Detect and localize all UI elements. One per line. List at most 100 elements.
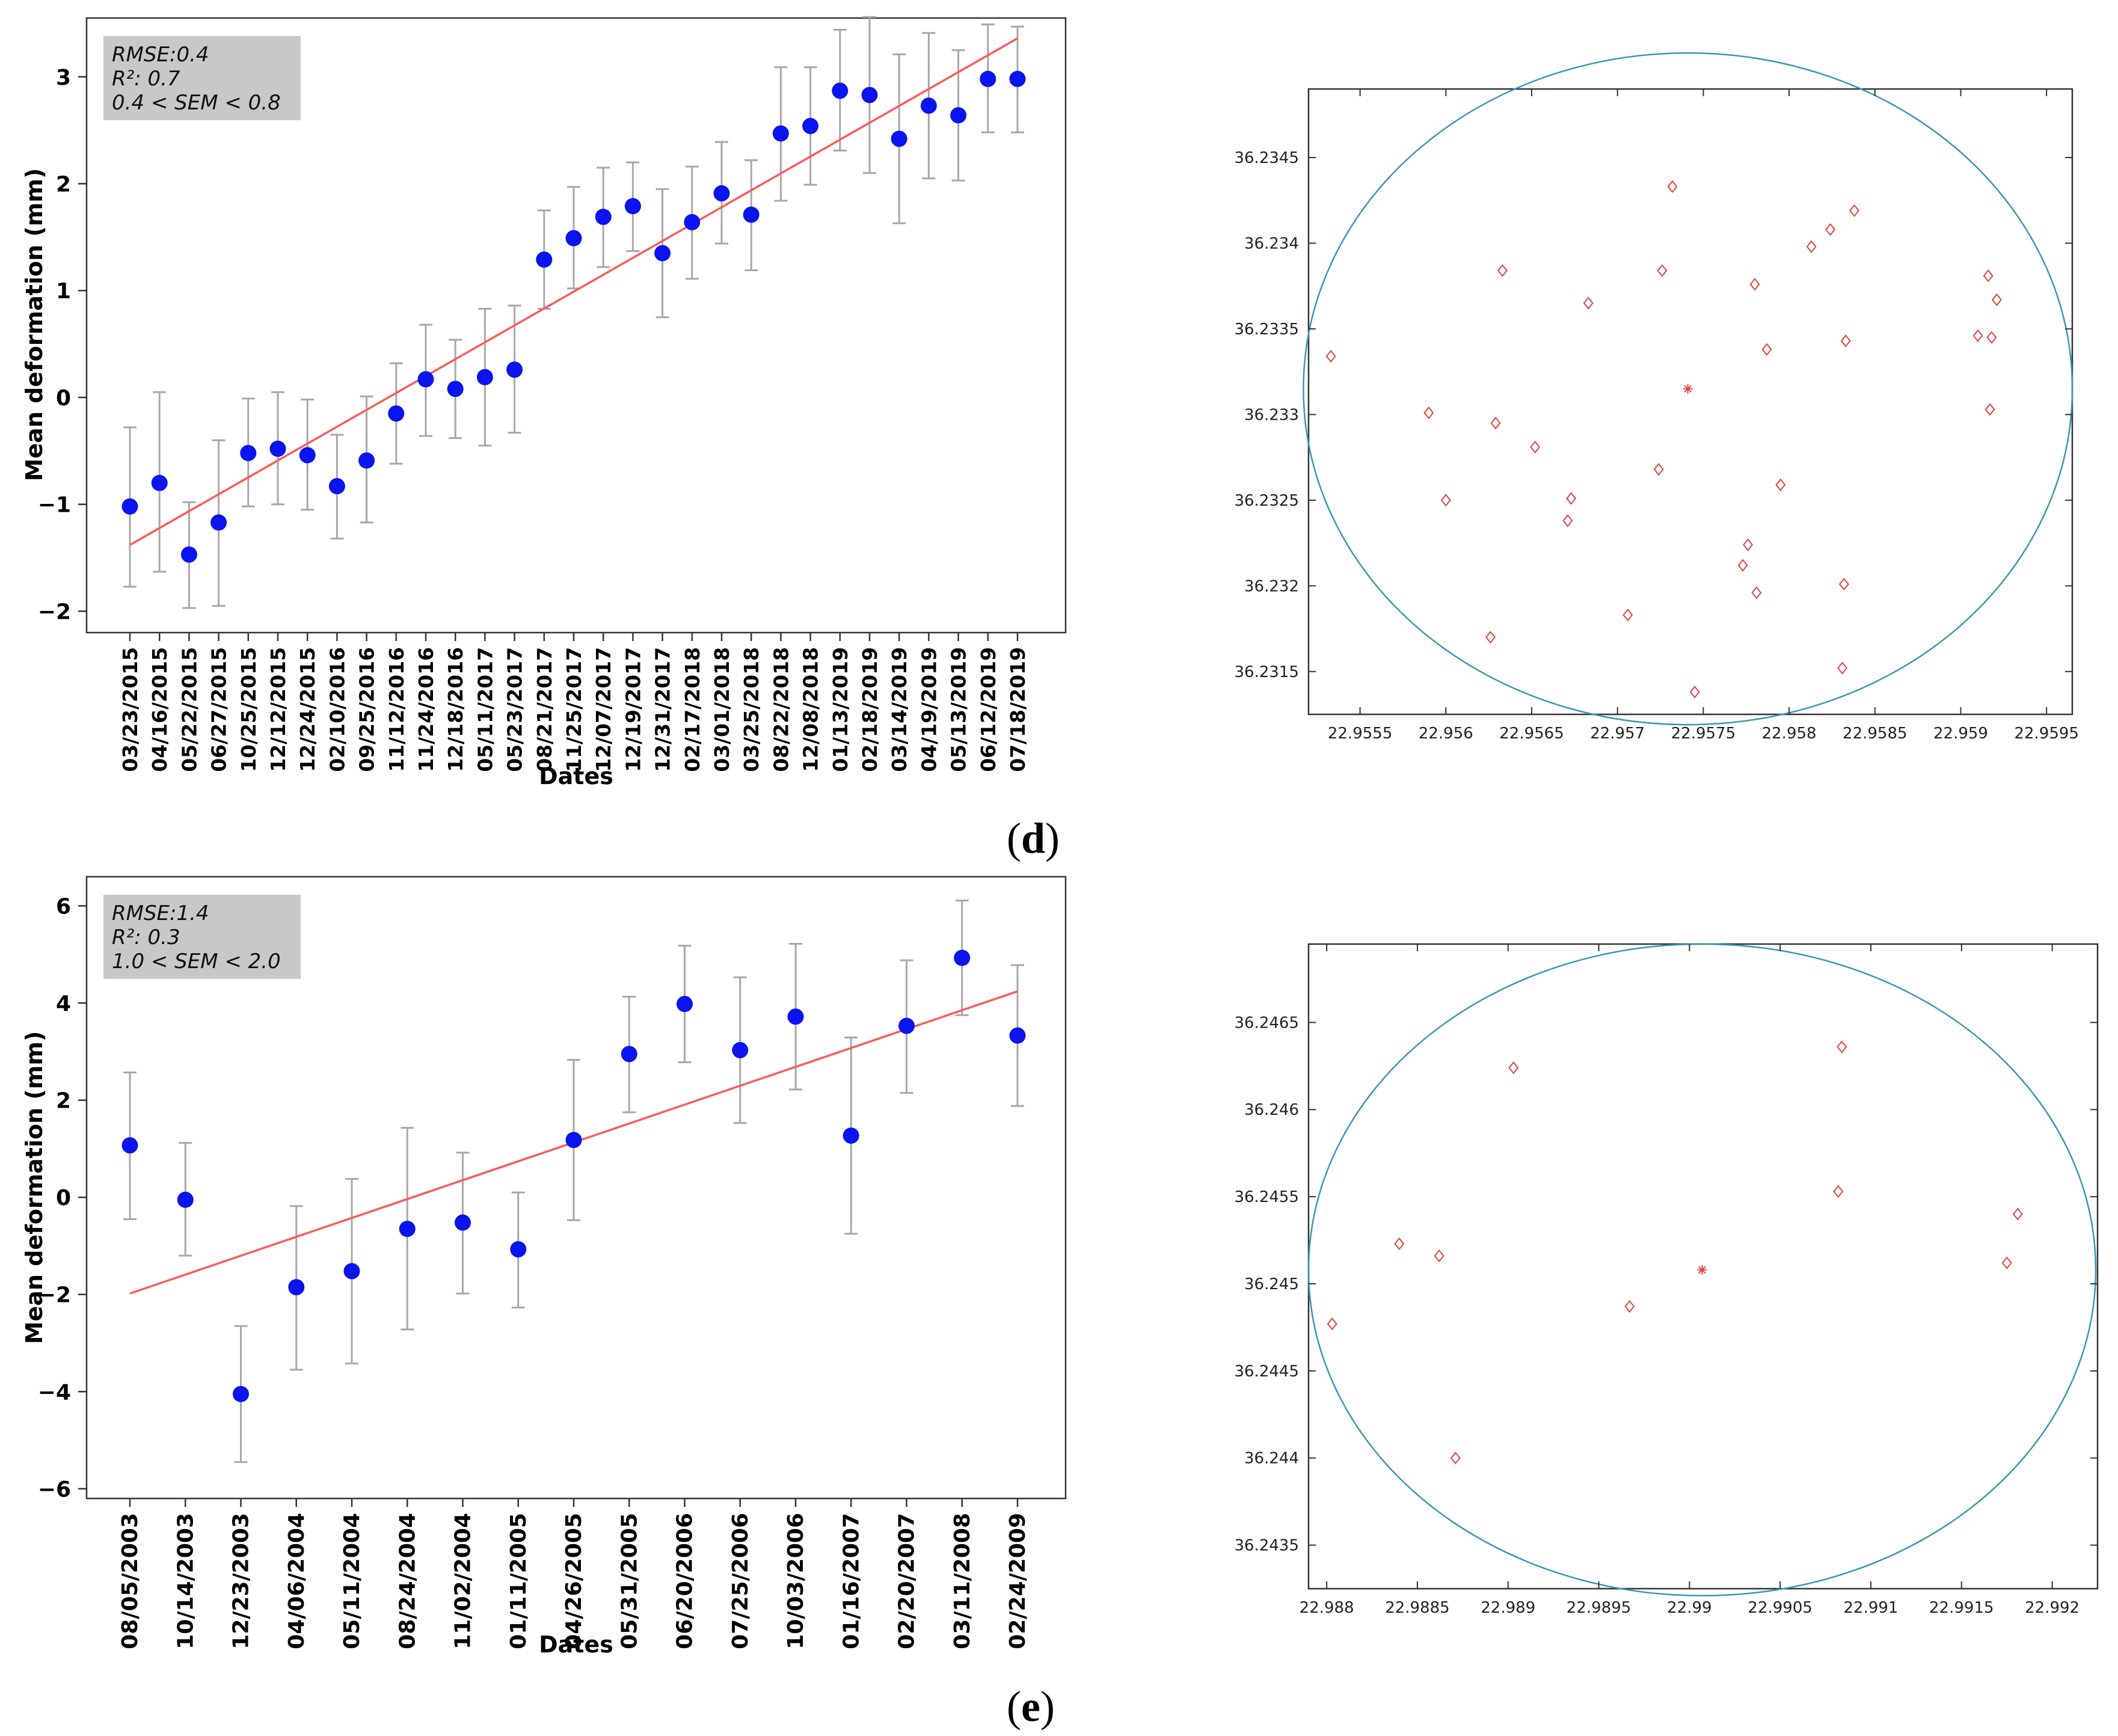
x-tick-label: 12/07/2017 [592, 647, 615, 772]
x-tick-label: 22.989 [1481, 1599, 1535, 1617]
ps-point-marker [1485, 631, 1496, 644]
x-axis-label: Dates [539, 1631, 613, 1658]
x-tick-label: 03/23/2015 [118, 647, 142, 772]
y-tick-label: 6 [56, 894, 71, 919]
ps-point-marker [1837, 1040, 1847, 1054]
x-tick-label: 22.9595 [2014, 725, 2079, 743]
ps-point-marker [1508, 1061, 1519, 1075]
ps-point-marker [1984, 403, 1995, 416]
y-tick-label: 36.232 [1244, 577, 1299, 595]
y-tick-label: 36.234 [1244, 235, 1299, 253]
y-tick-label: 36.2315 [1234, 663, 1299, 681]
data-point [950, 107, 967, 124]
panel-label-d: (d) [1007, 814, 1060, 862]
x-tick-label: 22.957 [1590, 725, 1645, 743]
ps-point-marker [1743, 538, 1754, 551]
x-tick-label: 11/12/2016 [385, 647, 408, 772]
x-tick-label: 01/16/2007 [839, 1513, 864, 1649]
data-point [510, 1241, 527, 1258]
data-point [328, 477, 345, 494]
x-tick-label: 04/16/2015 [148, 647, 171, 772]
x-tick-label: 05/22/2015 [177, 647, 201, 772]
data-point [621, 1046, 637, 1063]
chart-e-timeseries: −6 −4 −2 0 2 4 6 08/05/2003 10/14/2003 12/23/200… [21, 876, 1067, 1658]
data-point [565, 230, 582, 247]
ps-point-marker [1983, 269, 1994, 283]
data-point [713, 185, 730, 201]
x-tick-label: 03/01/2018 [710, 647, 734, 772]
ps-point-marker [1972, 329, 1983, 342]
x-tick-label: 10/14/2003 [173, 1513, 198, 1649]
stats-r2: R²: 0.7 [112, 67, 180, 91]
y-tick-label: −6 [38, 1477, 71, 1502]
data-point [299, 447, 316, 464]
y-tick-label: 36.2435 [1234, 1537, 1299, 1555]
x-tick-label: 08/22/2018 [769, 647, 793, 772]
data-point [861, 87, 878, 103]
x-tick-label: 22.956 [1419, 725, 1473, 743]
ps-point-marker [1434, 1250, 1444, 1263]
ps-point-marker [1530, 440, 1541, 454]
plot-area [85, 876, 1067, 1500]
ps-point-marker [2001, 1256, 2012, 1269]
data-point [891, 130, 907, 147]
data-point [832, 82, 849, 99]
x-tick-label: 22.988 [1300, 1599, 1354, 1617]
y-tick-label: 36.244 [1244, 1450, 1299, 1468]
x-tick-label: 22.992 [2025, 1599, 2080, 1617]
y-tick-label: 36.246 [1244, 1101, 1299, 1119]
data-point [177, 1191, 194, 1208]
data-point [399, 1221, 416, 1238]
data-point [595, 209, 612, 225]
data-point [802, 118, 819, 135]
data-point [1009, 1027, 1026, 1044]
ps-point-marker [1825, 223, 1836, 236]
x-tick-label: 07/18/2019 [1006, 647, 1030, 772]
x-tick-label: 08/24/2004 [395, 1513, 420, 1649]
data-point [343, 1263, 360, 1280]
x-tick-label: 05/11/2017 [473, 647, 497, 772]
ps-point-marker [1490, 417, 1501, 430]
data-point [624, 198, 641, 215]
x-tick-label: 07/25/2006 [728, 1513, 753, 1649]
data-point [388, 405, 405, 422]
x-tick-label: 05/11/2004 [340, 1513, 364, 1649]
stats-box [103, 36, 301, 120]
x-tick-label: 05/13/2019 [947, 647, 971, 772]
x-tick-label: 03/14/2019 [888, 647, 911, 772]
data-point [476, 369, 493, 385]
x-tick-label: 22.9905 [1748, 1599, 1813, 1617]
x-tick-label: 10/03/2006 [784, 1513, 808, 1649]
y-tick-label: 2 [56, 1089, 71, 1114]
x-tick-label: 22.958 [1762, 725, 1817, 743]
ps-point-marker [1624, 1300, 1635, 1313]
data-point [121, 1137, 138, 1154]
stats-r2: R²: 0.3 [112, 925, 180, 949]
data-point [732, 1041, 749, 1058]
y-tick-label: 2 [56, 172, 71, 197]
x-tick-label: 09/25/2016 [355, 647, 379, 772]
ps-point-marker [1751, 586, 1762, 600]
x-tick-label: 06/20/2006 [673, 1513, 698, 1649]
x-tick-label: 04/26/2005 [562, 1513, 586, 1649]
ps-point-marker [1689, 686, 1700, 699]
ps-point-marker [1325, 349, 1336, 363]
ps-point-marker [1583, 296, 1594, 310]
plot-area [85, 17, 1067, 634]
x-axis-label: Dates [539, 763, 613, 790]
x-tick-label: 11/24/2016 [414, 647, 438, 772]
x-tick-label: 22.9565 [1499, 725, 1564, 743]
ps-point-marker [1991, 293, 2002, 307]
data-point [954, 949, 971, 966]
ps-point-marker [1833, 1185, 1844, 1198]
ps-point-marker [1749, 278, 1760, 291]
y-tick-label: 3 [56, 66, 71, 90]
y-tick-label: 36.2325 [1234, 492, 1299, 510]
x-tick-label: 12/23/2003 [229, 1513, 254, 1649]
x-tick-label: 02/20/2007 [895, 1513, 919, 1649]
x-tick-label: 11/25/2017 [562, 647, 586, 772]
ps-point-marker [2012, 1207, 2023, 1221]
map-area [1307, 943, 2099, 1590]
x-tick-label: 22.9885 [1385, 1599, 1450, 1617]
